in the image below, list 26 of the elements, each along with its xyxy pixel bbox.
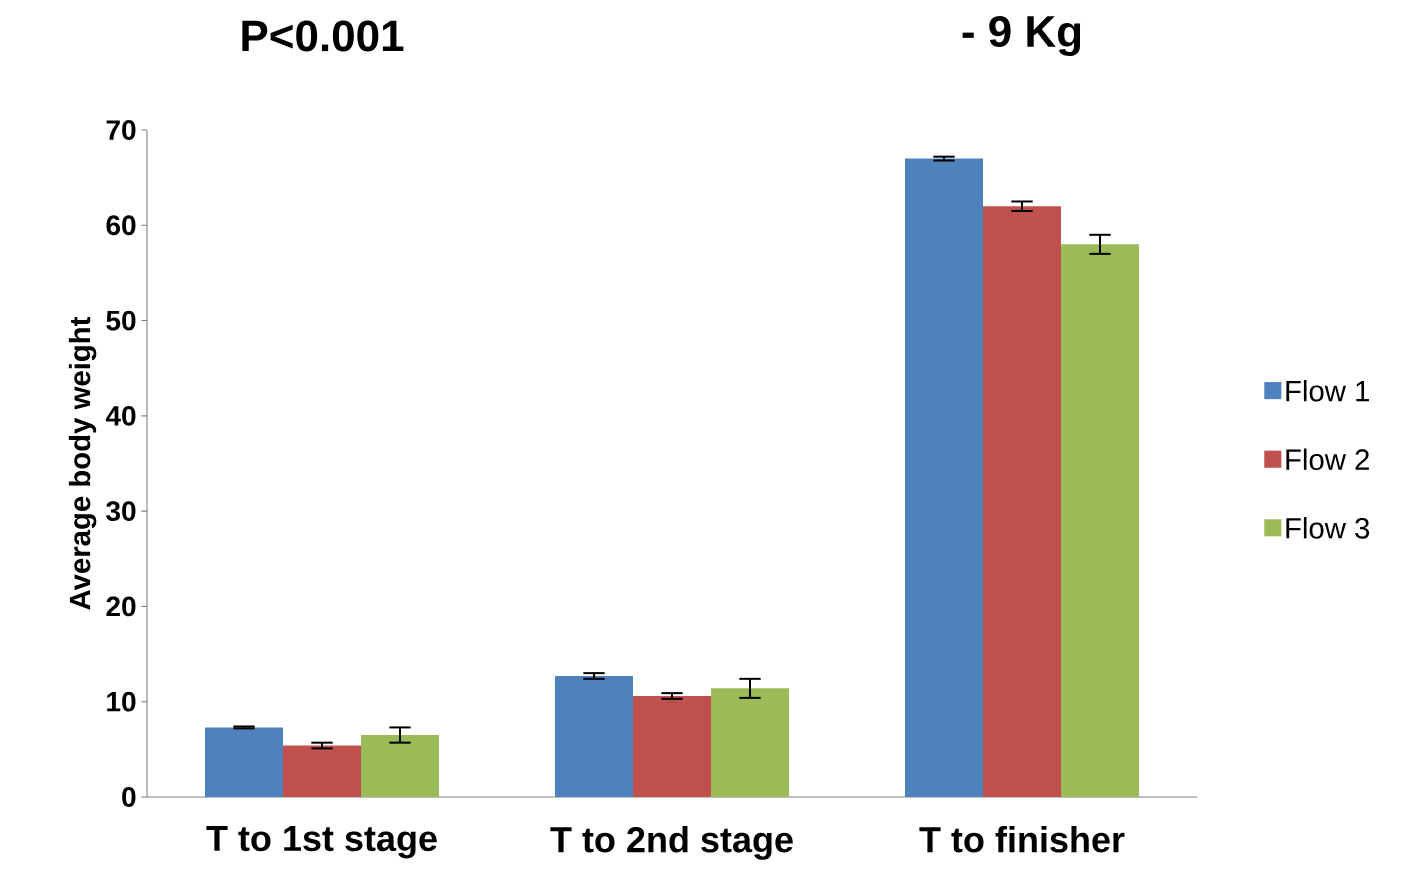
y-tick-label: 0	[122, 787, 136, 807]
legend-label: Flow 2	[1286, 448, 1369, 471]
y-tick-label: 50	[106, 310, 136, 331]
y-tick-label: 60	[106, 215, 136, 236]
x-tick-label: T to finisher	[919, 826, 1125, 853]
bar	[283, 745, 362, 797]
x-tick-label: T to 2nd stage	[550, 826, 793, 860]
y-axis-title: Average body weight	[68, 316, 97, 610]
bar	[555, 675, 633, 797]
bar	[205, 727, 284, 797]
bar	[633, 695, 712, 797]
bar	[711, 688, 790, 797]
legend-label: Flow 1	[1286, 379, 1369, 402]
bar	[905, 158, 984, 797]
bar	[1061, 244, 1140, 797]
legend-label: Flow 3	[1286, 517, 1370, 539]
y-tick-label: 30	[106, 501, 136, 522]
text: - 9 Kg	[962, 15, 1081, 56]
bar	[361, 735, 440, 797]
y-tick-label: 10	[107, 691, 136, 712]
bar	[983, 206, 1061, 797]
text: P<0.001	[242, 20, 404, 52]
y-tick-label: 40	[105, 405, 136, 426]
x-tick-label: T to 1st stage	[206, 826, 437, 859]
y-tick-label: 20	[106, 596, 136, 617]
y-tick-label: 70	[106, 120, 136, 140]
